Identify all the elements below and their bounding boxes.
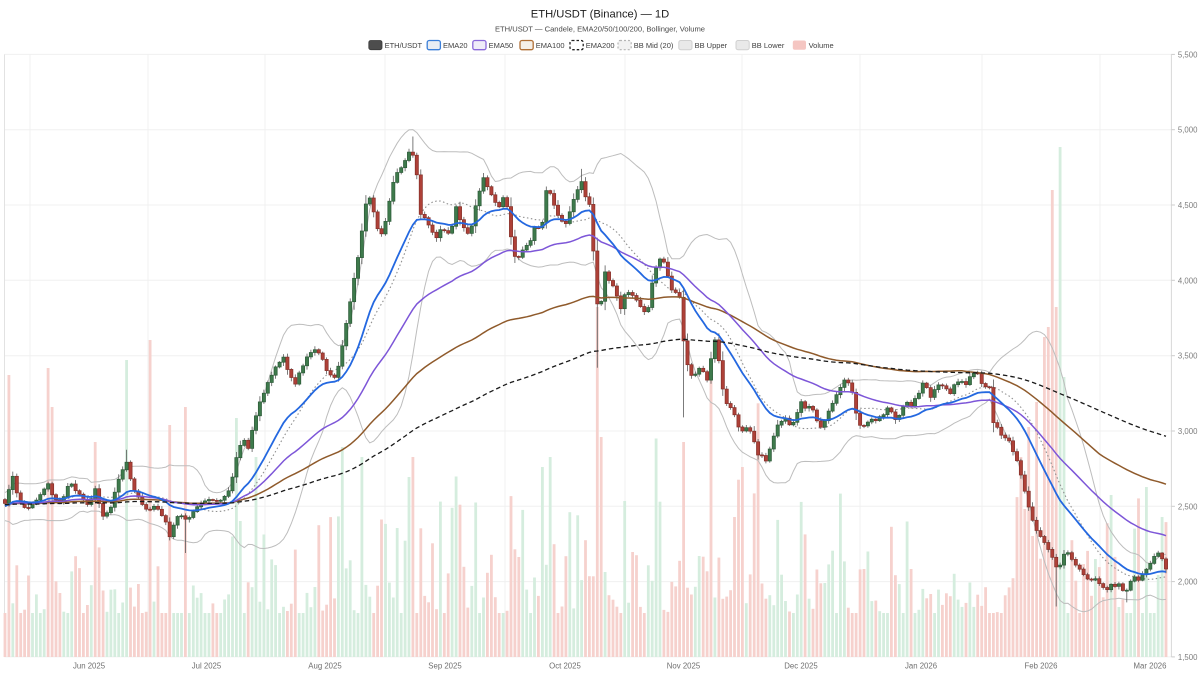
svg-text:Oct 2025: Oct 2025	[549, 662, 581, 671]
svg-text:EMA20: EMA20	[443, 41, 468, 50]
svg-text:Aug 2025: Aug 2025	[308, 662, 342, 671]
svg-text:EMA50: EMA50	[489, 41, 514, 50]
svg-text:4,500: 4,500	[1178, 201, 1198, 210]
svg-text:ETH/USDT (Binance) — 1D: ETH/USDT (Binance) — 1D	[531, 8, 669, 20]
svg-text:4,000: 4,000	[1178, 276, 1198, 285]
svg-text:2,500: 2,500	[1178, 502, 1198, 511]
svg-text:BB Mid (20): BB Mid (20)	[634, 41, 674, 50]
svg-text:EMA200: EMA200	[586, 41, 615, 50]
svg-text:BB Lower: BB Lower	[752, 41, 785, 50]
svg-text:2,000: 2,000	[1178, 578, 1198, 587]
svg-text:ETH/USDT: ETH/USDT	[385, 41, 423, 50]
svg-text:5,500: 5,500	[1178, 50, 1198, 59]
svg-text:Volume: Volume	[809, 41, 834, 50]
svg-text:Dec 2025: Dec 2025	[784, 662, 818, 671]
svg-text:3,000: 3,000	[1178, 427, 1198, 436]
svg-text:BB Upper: BB Upper	[695, 41, 728, 50]
svg-text:5,000: 5,000	[1178, 126, 1198, 135]
svg-text:Jun 2025: Jun 2025	[73, 662, 106, 671]
svg-text:Jan 2026: Jan 2026	[905, 662, 937, 671]
svg-text:3,500: 3,500	[1178, 352, 1198, 361]
svg-text:Mar 2026: Mar 2026	[1134, 662, 1167, 671]
svg-text:Sep 2025: Sep 2025	[428, 662, 462, 671]
svg-text:EMA100: EMA100	[536, 41, 565, 50]
svg-text:Jul 2025: Jul 2025	[192, 662, 222, 671]
svg-text:Feb 2026: Feb 2026	[1025, 662, 1058, 671]
svg-text:ETH/USDT — Candele, EMA20/50/1: ETH/USDT — Candele, EMA20/50/100/200, Bo…	[495, 25, 705, 34]
svg-text:1,500: 1,500	[1178, 653, 1198, 662]
svg-text:Nov 2025: Nov 2025	[667, 662, 701, 671]
